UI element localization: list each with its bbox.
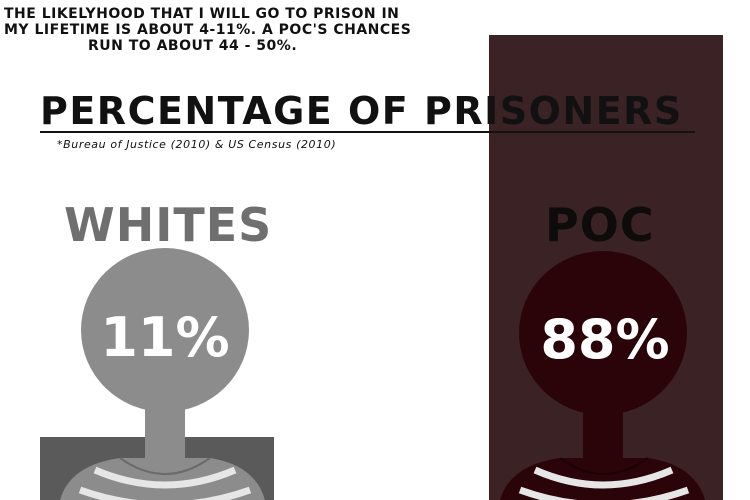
caption-line-2: my lifetime is about 4-11%. A POC's chan… bbox=[4, 22, 412, 38]
caption-line-3: run to about 44 - 50%. bbox=[88, 38, 298, 54]
intro-caption: The likelyhood that I will go to prison … bbox=[4, 6, 484, 54]
source-citation: *Bureau of Justice (2010) & US Census (2… bbox=[57, 138, 337, 151]
poc-label: POC bbox=[545, 198, 655, 252]
page-title: PERCENTAGE OF PRISONERS bbox=[40, 89, 683, 133]
whites-percentage: 11% bbox=[100, 306, 230, 369]
poc-percentage: 88% bbox=[540, 308, 670, 371]
whites-background-box bbox=[40, 437, 274, 500]
title-underline bbox=[40, 131, 695, 133]
whites-label: WHITES bbox=[64, 198, 273, 252]
caption-line-1: The likelyhood that I will go to prison … bbox=[4, 6, 400, 22]
